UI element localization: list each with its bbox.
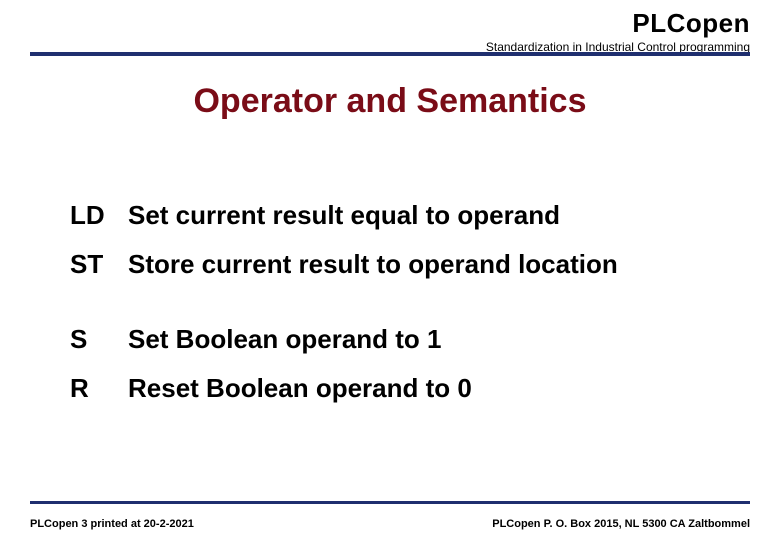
slide-title: Operator and Semantics [0,82,780,121]
operator-row: R Reset Boolean operand to 0 [70,373,740,404]
operator-mnemonic: R [70,373,128,404]
operator-mnemonic: LD [70,200,128,231]
operator-desc: Set Boolean operand to 1 [128,324,442,355]
divider-bottom [30,501,750,504]
slide: PLCopen Standardization in Industrial Co… [0,0,780,540]
operator-desc: Set current result equal to operand [128,200,560,231]
operator-desc: Reset Boolean operand to 0 [128,373,472,404]
operator-desc: Store current result to operand location [128,249,618,280]
footer-left: PLCopen 3 printed at 20-2-2021 [30,518,194,530]
operator-row: S Set Boolean operand to 1 [70,324,740,355]
operator-mnemonic: S [70,324,128,355]
operator-list: LD Set current result equal to operand S… [70,200,740,422]
brand-name: PLCopen [486,8,750,39]
footer-right: PLCopen P. O. Box 2015, NL 5300 CA Zaltb… [492,518,750,530]
operator-row: LD Set current result equal to operand [70,200,740,231]
divider-top [30,52,750,56]
operator-row: ST Store current result to operand locat… [70,249,740,280]
operator-mnemonic: ST [70,249,128,280]
header: PLCopen Standardization in Industrial Co… [486,8,750,54]
